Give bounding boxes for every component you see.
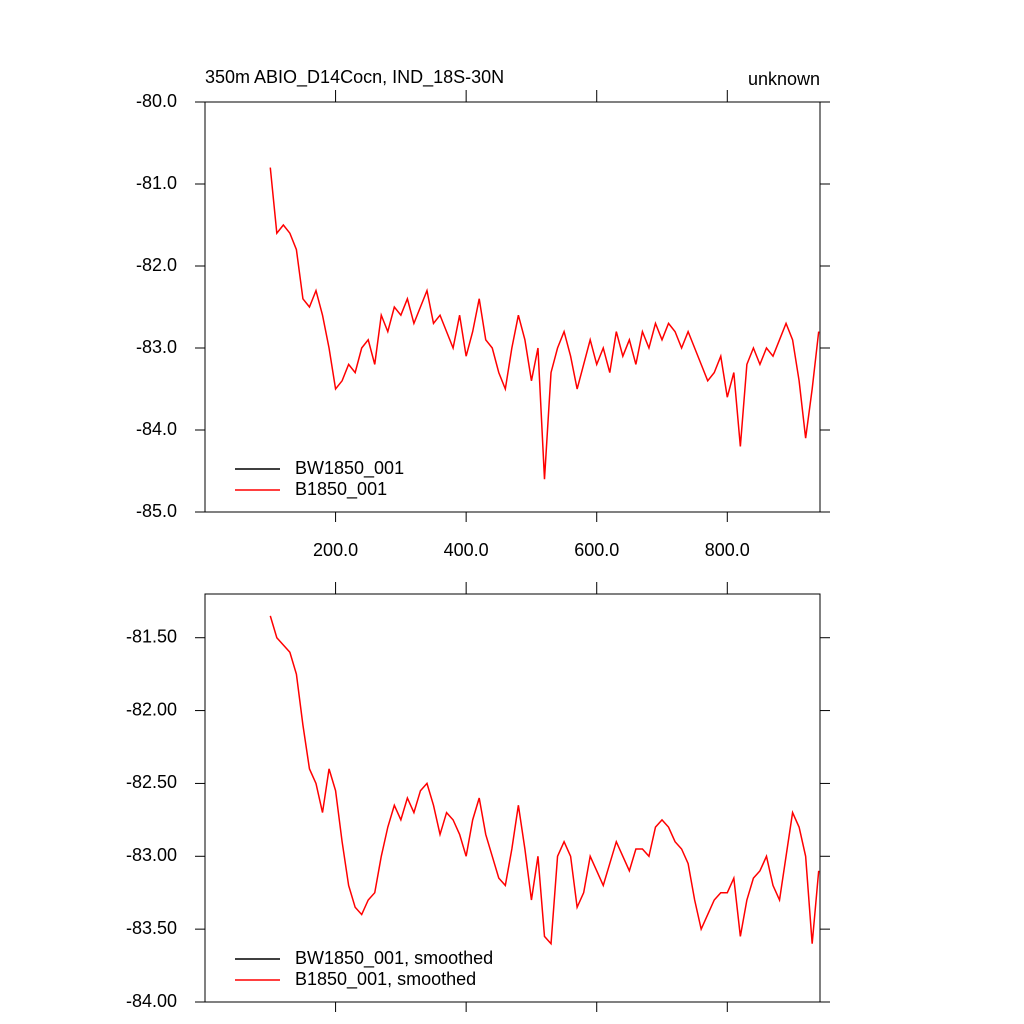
y-tick-label: -85.0 xyxy=(136,501,177,521)
x-tick-label: 600.0 xyxy=(574,540,619,560)
legend-label: BW1850_001, smoothed xyxy=(295,948,493,969)
x-tick-label: 400.0 xyxy=(444,540,489,560)
y-tick-label: -83.50 xyxy=(126,918,177,938)
plot-frame xyxy=(204,593,821,1003)
legend-label: B1850_001, smoothed xyxy=(295,969,476,990)
series-line xyxy=(269,615,820,946)
y-tick-label: -81.0 xyxy=(136,173,177,193)
y-tick-label: -82.00 xyxy=(126,699,177,719)
x-tick-label: 200.0 xyxy=(313,540,358,560)
x-tick-label: 800.0 xyxy=(705,540,750,560)
chart-title: 350m ABIO_D14Cocn, IND_18S-30N xyxy=(205,67,504,88)
y-tick-label: -80.0 xyxy=(136,91,177,111)
legend-label: B1850_001 xyxy=(295,479,387,500)
y-tick-label: -82.0 xyxy=(136,255,177,275)
chart-right-title: unknown xyxy=(748,69,820,89)
plot-frame xyxy=(204,101,821,513)
y-tick-label: -81.50 xyxy=(126,626,177,646)
legend-label: BW1850_001 xyxy=(295,458,404,479)
y-tick-label: -83.00 xyxy=(126,845,177,865)
y-tick-label: -84.0 xyxy=(136,419,177,439)
series-line xyxy=(269,167,820,480)
y-tick-label: -82.50 xyxy=(126,772,177,792)
y-tick-label: -83.0 xyxy=(136,337,177,357)
y-tick-label: -84.00 xyxy=(126,991,177,1011)
